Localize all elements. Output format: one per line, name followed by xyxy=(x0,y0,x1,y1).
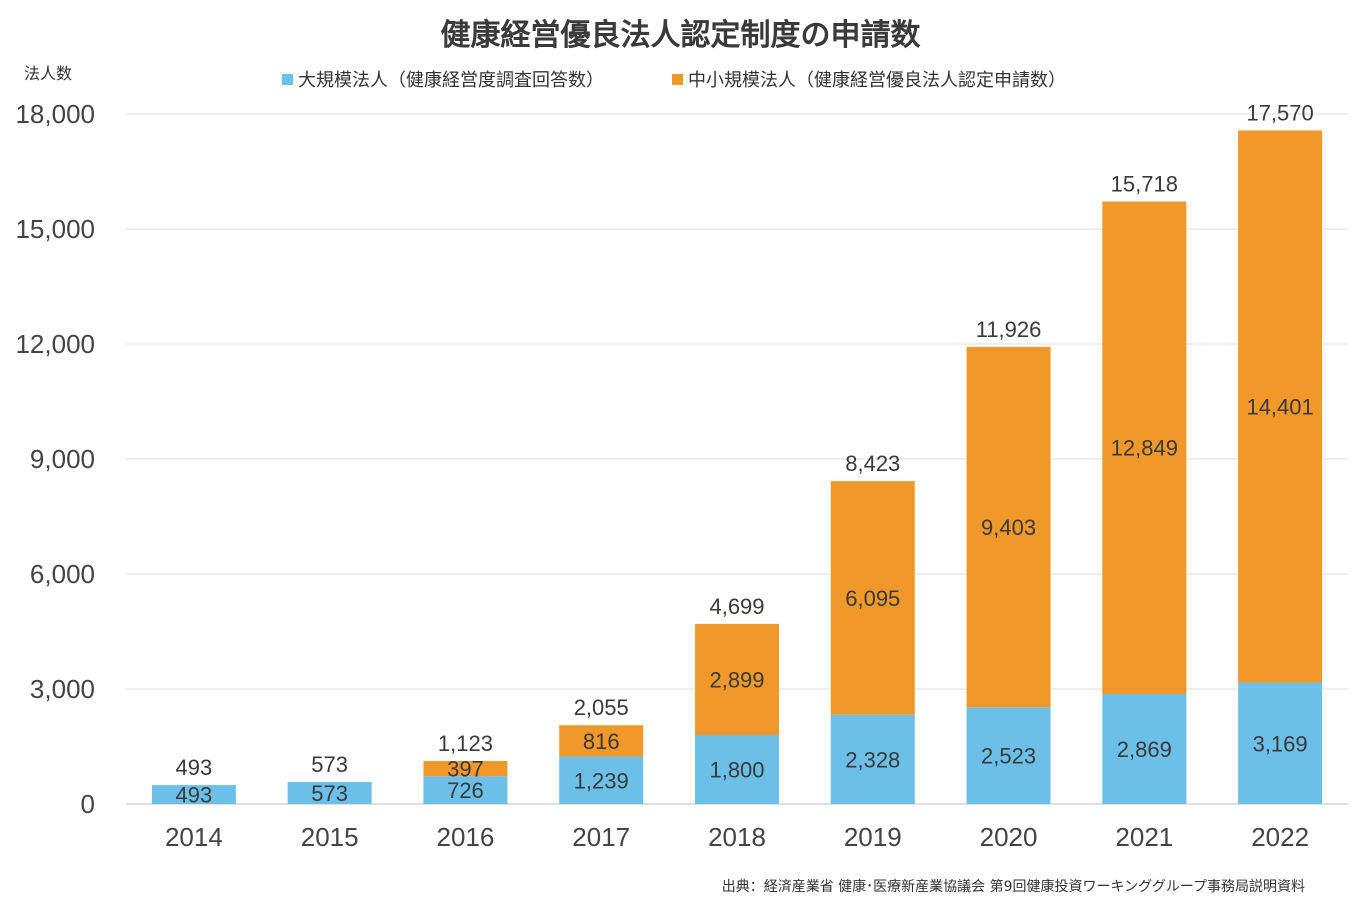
data-label-large: 3,169 xyxy=(1253,731,1308,756)
chart-title: 健康経営優良法人認定制度の申請数 xyxy=(440,18,921,53)
x-tick-label: 2020 xyxy=(980,822,1038,852)
bar-large-2014 xyxy=(151,785,236,804)
data-label-sme: 12,849 xyxy=(1111,436,1178,461)
x-tick-label: 2016 xyxy=(437,822,495,852)
total-label: 493 xyxy=(176,755,213,780)
y-tick-label: 0 xyxy=(81,789,95,819)
total-label: 1,123 xyxy=(438,731,493,756)
bar-large-2016 xyxy=(423,776,508,804)
legend-item-large: 大規模法人（健康経営度調査回答数） xyxy=(282,66,604,92)
x-tick-label: 2021 xyxy=(1115,822,1173,852)
legend-swatch-large xyxy=(282,73,293,85)
data-label-large: 2,869 xyxy=(1117,737,1172,762)
y-tick-label: 18,000 xyxy=(15,99,95,129)
bar-sme-2022 xyxy=(1238,130,1323,683)
legend-label-sme: 中小規模法人（健康経営優良法人認定申請数） xyxy=(688,70,1066,91)
legend-item-sme: 中小規模法人（健康経営優良法人認定申請数） xyxy=(672,66,1066,92)
total-label: 15,718 xyxy=(1111,171,1178,196)
bar-sme-2017 xyxy=(559,725,644,757)
x-tick-label: 2017 xyxy=(572,822,630,852)
total-label: 573 xyxy=(311,752,348,777)
bar-sme-2016 xyxy=(423,760,508,777)
data-label-large: 2,523 xyxy=(981,744,1036,769)
x-tick-label: 2015 xyxy=(301,822,359,852)
bar-sme-2021 xyxy=(1102,201,1187,695)
data-label-large: 2,328 xyxy=(845,747,900,772)
legend-swatch-sme xyxy=(672,73,683,85)
x-tick-label: 2018 xyxy=(708,822,766,852)
data-label-large: 1,800 xyxy=(709,758,764,783)
x-tick-label: 2014 xyxy=(165,822,223,852)
x-tick-label: 2022 xyxy=(1251,822,1309,852)
data-label-large: 726 xyxy=(447,778,484,803)
data-label-large: 493 xyxy=(176,783,213,808)
bar-sme-2020 xyxy=(966,346,1051,708)
bar-large-2017 xyxy=(559,756,644,804)
total-label: 2,055 xyxy=(574,695,629,720)
total-label: 17,570 xyxy=(1246,100,1313,125)
bar-sme-2018 xyxy=(695,623,779,735)
data-label-sme: 14,401 xyxy=(1246,395,1313,420)
legend: 大規模法人（健康経営度調査回答数） 中小規模法人（健康経営優良法人認定申請数） xyxy=(0,66,1361,92)
data-label-sme: 6,095 xyxy=(845,586,900,611)
legend-label-large: 大規模法人（健康経営度調査回答数） xyxy=(298,70,604,91)
total-label: 11,926 xyxy=(976,317,1042,342)
bar-large-2021 xyxy=(1102,694,1187,804)
bar-large-2019 xyxy=(830,714,915,804)
data-label-sme: 397 xyxy=(447,757,484,782)
total-label: 8,423 xyxy=(845,451,900,476)
y-tick-label: 12,000 xyxy=(15,329,95,359)
y-tick-label: 3,000 xyxy=(30,674,95,704)
bar-large-2015 xyxy=(287,782,372,804)
total-label: 4,699 xyxy=(709,594,764,619)
data-label-sme: 9,403 xyxy=(981,515,1036,540)
y-tick-label: 6,000 xyxy=(30,559,95,589)
data-label-large: 573 xyxy=(311,781,348,806)
data-label-sme: 2,899 xyxy=(709,667,764,692)
source-note: 出典：経済産業省 健康･医療新産業協議会 第9回健康投資ワーキンググループ事務局… xyxy=(721,879,1305,895)
y-tick-label: 15,000 xyxy=(15,214,95,244)
bar-large-2022 xyxy=(1238,682,1323,804)
y-axis-label: 法人数 xyxy=(24,64,73,83)
bar-sme-2019 xyxy=(830,481,915,715)
data-label-sme: 816 xyxy=(583,729,620,754)
bar-large-2020 xyxy=(966,707,1051,804)
y-tick-label: 9,000 xyxy=(30,444,95,474)
data-label-large: 1,239 xyxy=(574,768,629,793)
bar-large-2018 xyxy=(695,735,779,804)
x-tick-label: 2019 xyxy=(844,822,902,852)
